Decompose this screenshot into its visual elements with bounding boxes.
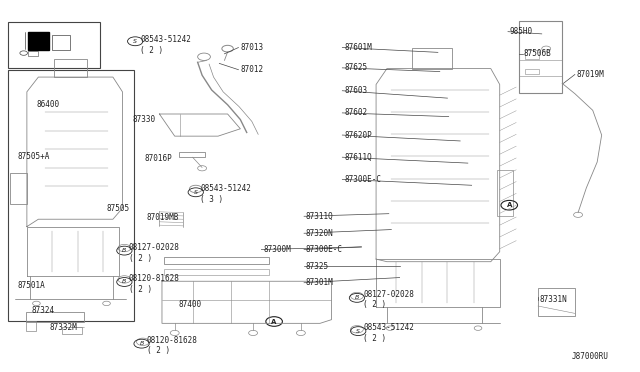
Text: 87611Q: 87611Q xyxy=(344,153,372,162)
Bar xyxy=(164,269,269,275)
Bar xyxy=(62,327,83,334)
Bar xyxy=(525,69,540,74)
Text: A: A xyxy=(507,202,512,208)
Bar xyxy=(179,152,205,157)
Bar xyxy=(10,173,27,204)
Text: 87505+A: 87505+A xyxy=(17,152,50,161)
Text: 08120-81628
( 2 ): 08120-81628 ( 2 ) xyxy=(147,336,198,355)
Text: 08543-51242
( 2 ): 08543-51242 ( 2 ) xyxy=(140,35,191,55)
Text: 08543-51242
( 3 ): 08543-51242 ( 3 ) xyxy=(200,185,251,204)
Text: S: S xyxy=(194,190,198,195)
Text: B: B xyxy=(355,295,359,300)
Text: J87000RU: J87000RU xyxy=(572,352,609,361)
Text: 87501A: 87501A xyxy=(17,281,45,290)
Text: 87013: 87013 xyxy=(241,43,264,52)
Text: 87331N: 87331N xyxy=(540,295,568,304)
Text: 985H0: 985H0 xyxy=(510,27,533,36)
Text: 87311Q: 87311Q xyxy=(306,212,333,221)
Text: A: A xyxy=(271,318,277,324)
Bar xyxy=(28,51,38,56)
Text: B: B xyxy=(140,341,144,346)
Text: B: B xyxy=(122,248,127,253)
Text: 87625: 87625 xyxy=(344,63,367,72)
Text: 87325: 87325 xyxy=(306,262,329,271)
Text: 08127-02028
( 2 ): 08127-02028 ( 2 ) xyxy=(364,290,414,310)
Text: 87620P: 87620P xyxy=(344,131,372,140)
Text: 87300E-C: 87300E-C xyxy=(306,245,343,254)
Text: 87506B: 87506B xyxy=(524,49,552,58)
Bar xyxy=(26,312,84,322)
Text: B: B xyxy=(122,279,127,285)
Text: S: S xyxy=(356,328,360,334)
Text: 87330: 87330 xyxy=(132,115,155,124)
Bar xyxy=(8,70,134,321)
Text: 08120-81628
( 2 ): 08120-81628 ( 2 ) xyxy=(129,274,180,294)
Bar xyxy=(54,60,87,77)
Bar xyxy=(497,170,513,216)
Text: 87019M: 87019M xyxy=(576,70,604,79)
Text: 87603: 87603 xyxy=(344,86,367,95)
Text: 87332M: 87332M xyxy=(49,323,77,331)
Bar xyxy=(525,51,540,59)
Bar xyxy=(28,32,49,50)
Text: S: S xyxy=(133,39,137,44)
Text: 87602: 87602 xyxy=(344,108,367,118)
Bar xyxy=(164,257,269,263)
Text: 87300E-C: 87300E-C xyxy=(344,175,381,184)
Text: 87012: 87012 xyxy=(241,65,264,74)
Text: 08127-02028
( 2 ): 08127-02028 ( 2 ) xyxy=(129,244,180,263)
Text: 87601M: 87601M xyxy=(344,43,372,52)
Text: 87400: 87400 xyxy=(179,300,202,310)
Bar xyxy=(52,35,70,50)
Text: 87300M: 87300M xyxy=(264,245,292,254)
Text: 87505: 87505 xyxy=(106,203,130,213)
Text: 08543-51242
( 2 ): 08543-51242 ( 2 ) xyxy=(364,323,414,343)
Text: 87320N: 87320N xyxy=(306,229,333,238)
Text: 87016P: 87016P xyxy=(145,154,173,163)
Bar xyxy=(519,21,562,93)
Bar xyxy=(26,321,36,331)
Text: 87019MB: 87019MB xyxy=(147,213,179,222)
Bar xyxy=(8,22,100,68)
Text: 86400: 86400 xyxy=(36,100,60,109)
Text: 87301M: 87301M xyxy=(306,278,333,287)
Bar xyxy=(538,288,575,316)
Text: 87324: 87324 xyxy=(32,306,55,315)
Bar xyxy=(412,48,452,68)
